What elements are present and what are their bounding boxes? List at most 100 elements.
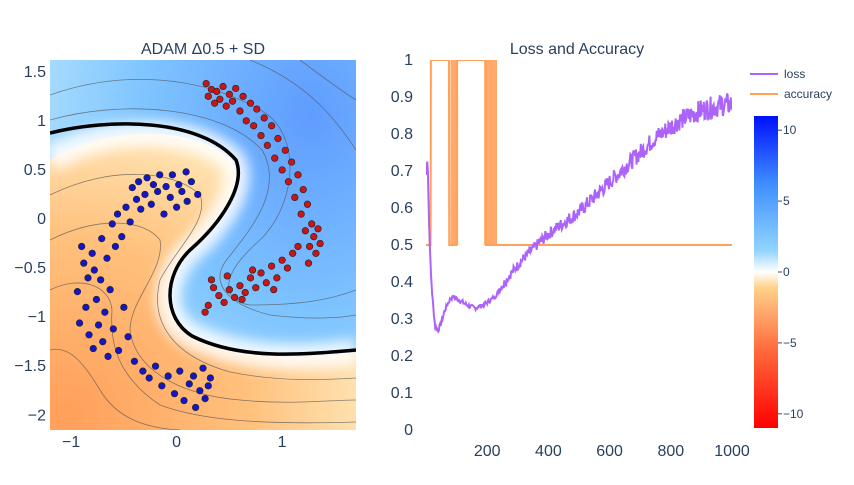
loss-line [426,93,732,334]
legend-accuracy-label: accuracy [784,87,832,101]
legend-item-accuracy[interactable]: accuracy [750,87,832,101]
scatter-point-blue [73,288,82,296]
scatter-point-red [260,114,268,122]
left-y-tick-label: 0.5 [24,162,46,179]
scatter-point-blue [135,178,143,186]
left-title: ADAM Δ0.5 + SD [141,41,265,58]
left-subplot: ADAM Δ0.5 + SD −1 0 1 1.5 1 0.5 0 −0.5 −1 −1.5 −2 [14,41,356,451]
scatter-point-blue [156,171,164,179]
right-y-tick-label: 0.7 [391,163,413,180]
right-y-tick-label: 0.9 [391,89,413,106]
scatter-point-red [201,308,209,316]
left-y-tick-label: −2 [28,407,46,424]
colorbar: 10 5 0 −5 −10 [754,116,804,428]
scatter-point-blue [124,333,132,341]
scatter-point-red [304,259,313,267]
scatter-point-blue [101,308,109,316]
scatter-point-blue [158,382,166,390]
scatter-point-blue [80,259,88,267]
scatter-point-blue [108,220,116,228]
decision-boundary [50,122,356,356]
scatter-point-blue [143,174,151,182]
scatter-point-blue [173,203,181,211]
scatter-point-red [239,92,247,100]
colorbar-tick-label: −10 [783,407,804,421]
scatter-point-blue [192,403,200,412]
right-y-tick-label: 0.2 [391,348,413,365]
scatter-point-blue [162,183,170,191]
scatter-point-blue [166,193,174,202]
scatter-point-red [297,210,305,218]
scatter-point-blue [164,372,172,380]
scatter-point-red [262,279,270,287]
scatter-point-blue [147,200,155,208]
scatter-point-blue [126,218,134,226]
scatter-point-blue [94,321,103,329]
scatter-point-red [215,291,223,300]
left-y-tick-label: −1 [28,309,46,326]
scatter-point-blue [118,233,126,241]
scatter-point-blue [132,195,141,203]
colorbar-tick-label: 10 [783,123,797,137]
right-y-tick-label: 0.8 [391,126,413,143]
scatter-point-red [273,274,281,282]
scatter-point-red [267,122,276,130]
scatter-point-red [288,158,296,166]
scatter-point-red [283,264,292,272]
scatter-point-red [271,154,279,162]
scatter-point-red [204,301,212,309]
scatter-point-blue [137,205,145,213]
scatter-point-red [278,256,286,264]
scatter-point-red [231,293,239,302]
scatter-point-blue [84,274,92,282]
right-x-axis: 200 400 600 800 1000 [474,443,750,460]
left-x-tick-label: 0 [172,434,181,451]
scatter-point-red [211,99,219,107]
right-y-tick-label: 1 [404,52,413,69]
scatter-point-blue [206,374,214,382]
decision-heatmap [50,60,356,430]
right-y-tick-label: 0.6 [391,200,413,217]
scatter-point-red [219,82,227,91]
left-y-axis: 1.5 1 0.5 0 −0.5 −1 −1.5 −2 [14,64,46,425]
scatter-point-blue [149,181,158,189]
right-x-tick-label: 1000 [714,443,750,460]
scatter-point-red [310,233,318,241]
right-subplot: Loss and Accuracy 200 400 600 800 1000 00.10… [391,41,750,460]
scatter-point-blue [98,235,106,243]
scatter-point-red [207,276,216,284]
legend-item-loss[interactable]: loss [750,67,805,81]
scatter-point-red [225,286,233,294]
scatter-point-red [241,288,249,297]
scatter-point-blue [75,319,84,327]
scatter-point-blue [78,242,86,251]
legend[interactable]: loss accuracy [750,67,832,101]
scatter-point-red [220,298,228,307]
right-plot-area [426,60,732,334]
scatter-point-red [204,92,212,100]
scatter-point-blue [199,364,207,372]
scatter-point-red [250,122,258,130]
contour-lines [50,60,356,430]
scatter-point-blue [113,210,122,218]
scatter-point-red [236,107,244,115]
right-x-tick-label: 600 [596,443,623,460]
scatter-point-red [284,178,293,186]
scatter-point-blue [114,346,123,355]
scatter-point-red [308,220,316,228]
left-x-axis: −1 0 1 [62,434,287,451]
right-y-tick-label: 0.5 [391,237,413,254]
scatter-point-blue [154,187,162,196]
scatter-point-blue [111,242,120,251]
scatter-point-blue [151,362,160,370]
scatter-point-blue [168,171,176,179]
scatter-point-red [281,146,289,154]
scatter-point-red [252,284,260,292]
legend-loss-label: loss [784,67,805,81]
scatter-point-red [222,102,230,110]
scatter-point-blue [130,357,139,365]
scatter-point-blue [194,190,202,199]
scatter-point-blue [201,394,209,403]
left-y-tick-label: 1 [37,113,46,130]
scatter-point-red [232,84,240,93]
